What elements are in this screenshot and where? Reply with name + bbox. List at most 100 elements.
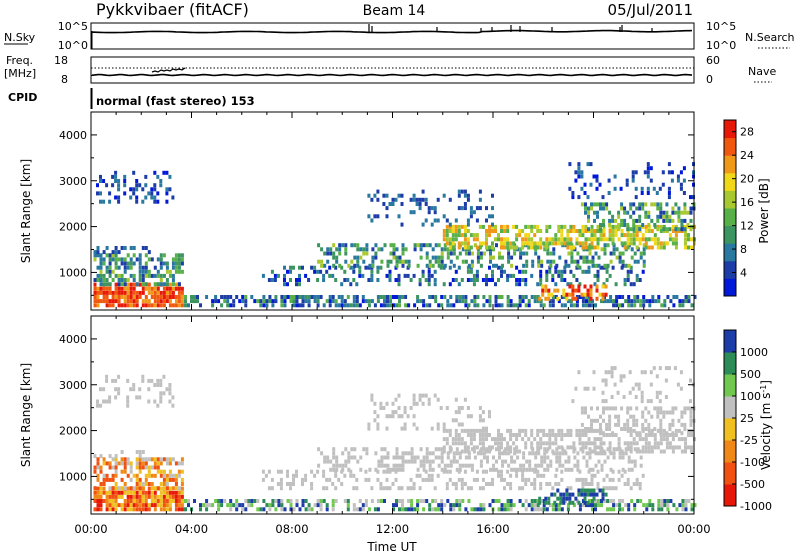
- heatmap-cell: [126, 403, 130, 408]
- heatmap-cell: [590, 482, 594, 486]
- heatmap-cell: [376, 426, 380, 431]
- heatmap-cell: [662, 214, 666, 219]
- heatmap-cell: [409, 210, 413, 215]
- heatmap-cell: [433, 393, 437, 398]
- heatmap-cell: [626, 482, 630, 486]
- heatmap-cell: [395, 295, 398, 299]
- heatmap-cell: [171, 477, 175, 482]
- heatmap-cell: [102, 399, 106, 404]
- heatmap-cell: [638, 437, 642, 442]
- heatmap-cell: [108, 499, 112, 503]
- heatmap-cell: [177, 265, 181, 270]
- heatmap-cell: [147, 191, 151, 196]
- heatmap-cell: [560, 278, 564, 282]
- heatmap-cell: [608, 406, 612, 411]
- heatmap-cell: [329, 459, 333, 464]
- heatmap-cell: [482, 295, 486, 299]
- heatmap-cell: [624, 447, 628, 452]
- heatmap-cell: [590, 245, 594, 250]
- heatmap-cell: [509, 273, 513, 278]
- heatmap-cell: [144, 499, 148, 503]
- heatmap-cell: [512, 224, 516, 229]
- heatmap-cell: [588, 299, 591, 304]
- heatmap-cell: [319, 503, 323, 508]
- heatmap-cell: [165, 490, 169, 495]
- heatmap-cell: [280, 299, 284, 304]
- heatmap-cell: [587, 441, 591, 446]
- heatmap-cell: [352, 473, 356, 478]
- heatmap-cell: [410, 455, 414, 460]
- heatmap-cell: [485, 428, 488, 433]
- heatmap-cell: [641, 269, 645, 274]
- heatmap-cell: [530, 241, 534, 246]
- heatmap-cell: [563, 237, 567, 242]
- heatmap-cell: [612, 299, 616, 304]
- heatmap-cell: [551, 278, 555, 282]
- y-tick-label: 3000: [59, 379, 87, 392]
- heatmap-cell: [644, 214, 648, 219]
- heatmap-cell: [120, 303, 124, 308]
- heatmap-cell: [457, 206, 461, 211]
- heatmap-cell: [556, 288, 560, 293]
- heatmap-cell: [114, 179, 118, 183]
- heatmap-cell: [460, 482, 464, 486]
- heatmap-cell: [600, 247, 604, 252]
- heatmap-cell: [427, 477, 431, 482]
- heatmap-cell: [507, 259, 511, 264]
- heatmap-cell: [629, 406, 633, 411]
- heatmap-cell: [99, 482, 103, 486]
- heatmap-cell: [93, 465, 97, 470]
- heatmap-cell: [488, 449, 491, 454]
- heatmap-cell: [135, 257, 139, 262]
- heatmap-cell: [276, 469, 280, 474]
- heatmap-cell: [613, 366, 617, 371]
- heatmap-cell: [425, 455, 429, 460]
- heatmap-cell: [674, 227, 678, 232]
- heatmap-cell: [542, 241, 546, 246]
- heatmap-cell: [530, 482, 534, 486]
- heatmap-cell: [659, 214, 663, 219]
- heatmap-cell: [464, 507, 468, 512]
- heatmap-cell: [448, 229, 452, 233]
- heatmap-cell: [663, 299, 667, 304]
- heatmap-cell: [659, 406, 663, 411]
- heatmap-cell: [395, 499, 398, 503]
- heatmap-cell: [261, 477, 265, 482]
- heatmap-cell: [382, 193, 386, 198]
- heatmap-cell: [177, 494, 181, 499]
- heatmap-cell: [545, 237, 549, 242]
- heatmap-cell: [612, 507, 616, 512]
- heatmap-cell: [117, 187, 121, 192]
- heatmap-cell: [250, 503, 254, 508]
- heatmap-cell: [620, 427, 624, 431]
- heatmap-cell: [389, 467, 393, 472]
- heatmap-cell: [177, 261, 181, 266]
- heatmap-cell: [129, 286, 133, 291]
- heatmap-cell: [597, 263, 601, 268]
- heatmap-cell: [422, 467, 426, 472]
- colorbar-swatch: [724, 243, 736, 262]
- heatmap-cell: [335, 459, 339, 464]
- heatmap-cell: [485, 469, 488, 474]
- heatmap-cell: [495, 447, 498, 452]
- heatmap-cell: [551, 486, 555, 491]
- heatmap-cell: [292, 473, 295, 478]
- heatmap-cell: [569, 224, 573, 229]
- heatmap-cell: [581, 499, 585, 503]
- heatmap-cell: [304, 473, 308, 478]
- heatmap-cell: [604, 378, 608, 383]
- heatmap-cell: [421, 189, 425, 194]
- heatmap-cell: [690, 449, 693, 454]
- heatmap-cell: [168, 174, 172, 179]
- heatmap-cell: [410, 499, 414, 503]
- heatmap-cell: [123, 303, 127, 308]
- heatmap-cell: [283, 299, 287, 304]
- heatmap-cell: [644, 445, 648, 450]
- heatmap-cell: [286, 269, 289, 274]
- heatmap-cell: [270, 477, 274, 482]
- heatmap-cell: [428, 459, 432, 464]
- heatmap-cell: [491, 273, 494, 278]
- heatmap-cell: [577, 492, 581, 497]
- heatmap-cell: [671, 206, 675, 211]
- heatmap-cell: [397, 282, 401, 287]
